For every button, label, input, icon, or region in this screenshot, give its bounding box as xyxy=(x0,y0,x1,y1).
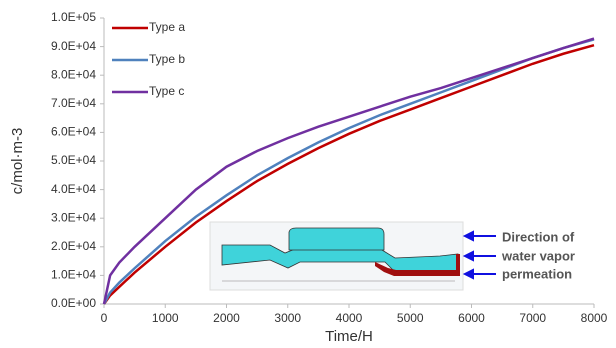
x-tick-label: 0 xyxy=(101,311,108,325)
x-tick-label: 7000 xyxy=(519,311,546,325)
chart: c/mol·m-3 Time/H 0.0E+00 1.0E+04 2.0E+04 3.… xyxy=(0,0,616,348)
y-tick-label: 4.0E+04 xyxy=(51,182,96,196)
annotation: Direction of xyxy=(502,229,575,244)
legend-label: Type b xyxy=(149,52,185,66)
x-axis-label: Time/H xyxy=(325,328,373,345)
x-tick-label: 3000 xyxy=(274,311,301,325)
y-tick-label: 8.0E+04 xyxy=(51,67,96,81)
legend-label: Type c xyxy=(149,84,184,98)
arrows xyxy=(465,232,496,278)
y-tick-label: 2.0E+04 xyxy=(51,239,96,253)
x-tick-label: 6000 xyxy=(458,311,485,325)
annotation: water vapor xyxy=(501,248,575,263)
y-tick-label: 3.0E+04 xyxy=(51,210,96,224)
x-tick-label: 8000 xyxy=(581,311,608,325)
legend-label: Type a xyxy=(149,20,185,34)
x-tick-label: 4000 xyxy=(336,311,363,325)
y-tick-label: 1.0E+04 xyxy=(51,268,96,282)
page: c/mol·m-3 Time/H 0.0E+00 1.0E+04 2.0E+04 3.… xyxy=(0,0,616,348)
inset xyxy=(210,222,463,290)
x-tick-label: 5000 xyxy=(397,311,424,325)
y-axis-label: c/mol·m-3 xyxy=(9,128,26,195)
x-tick-label: 1000 xyxy=(152,311,179,325)
y-tick-label: 5.0E+04 xyxy=(51,153,96,167)
inset-top xyxy=(289,228,384,250)
y-tick-label: 0.0E+00 xyxy=(51,296,96,310)
annotation: permeation xyxy=(502,266,572,281)
x-tick-label: 2000 xyxy=(213,311,240,325)
y-tick-label: 9.0E+04 xyxy=(51,39,96,53)
y-tick-label: 7.0E+04 xyxy=(51,96,96,110)
y-tick-label: 1.0E+05 xyxy=(51,10,96,24)
y-tick-label: 6.0E+04 xyxy=(51,125,96,139)
